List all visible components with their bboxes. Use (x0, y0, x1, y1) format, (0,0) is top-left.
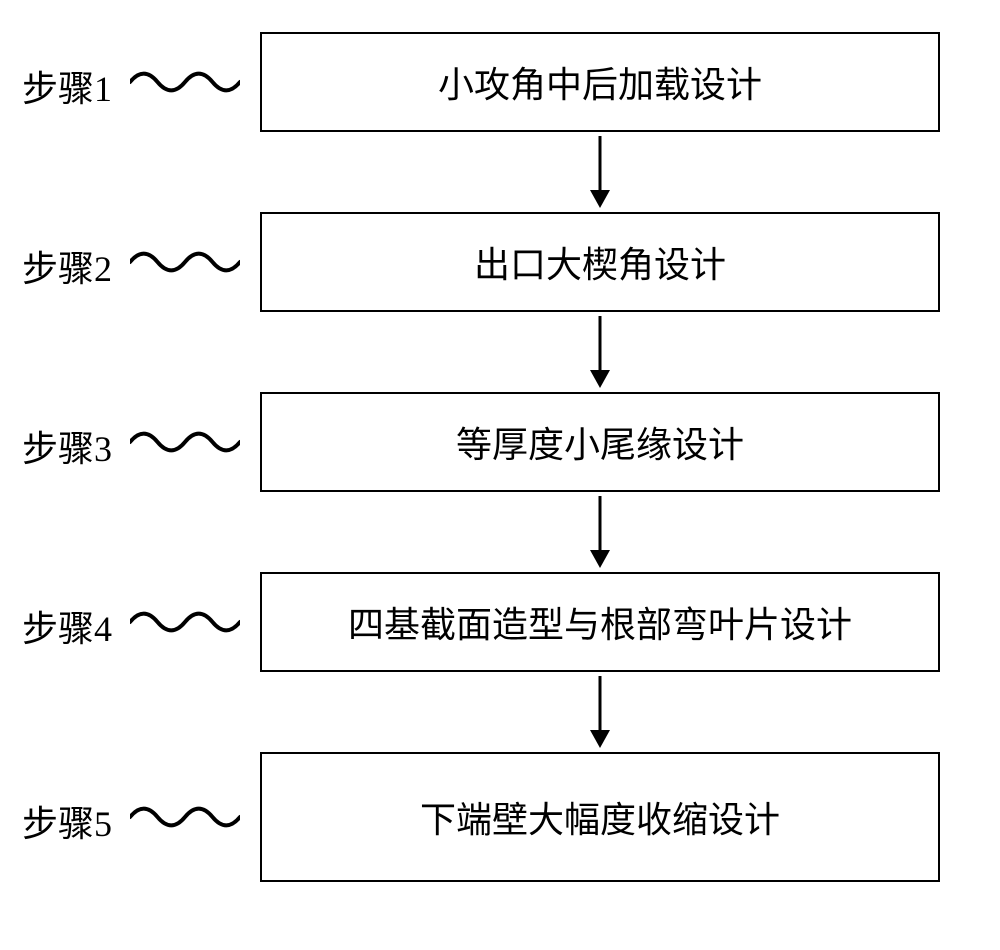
flowchart-canvas: 小攻角中后加载设计 步骤1 出口大楔角设计 步骤2 等厚度小尾缘设计 步骤3 (0, 0, 1000, 950)
step-label: 步骤5 (22, 795, 112, 847)
flow-arrow-down (588, 496, 612, 573)
step-label: 步骤2 (22, 240, 112, 292)
squiggle-connector (130, 240, 240, 289)
squiggle-connector (130, 60, 240, 109)
flow-step-text: 等厚度小尾缘设计 (456, 416, 744, 468)
flow-step-box: 四基截面造型与根部弯叶片设计 (260, 572, 940, 672)
step-label: 步骤4 (22, 600, 112, 652)
flow-step-text: 小攻角中后加载设计 (438, 56, 762, 108)
squiggle-connector (130, 600, 240, 649)
flow-step-box: 下端壁大幅度收缩设计 (260, 752, 940, 882)
flow-step-box: 小攻角中后加载设计 (260, 32, 940, 132)
step-label: 步骤3 (22, 420, 112, 472)
flow-step-box: 出口大楔角设计 (260, 212, 940, 312)
step-label: 步骤1 (22, 60, 112, 112)
flow-step-box: 等厚度小尾缘设计 (260, 392, 940, 492)
flow-arrow-down (588, 136, 612, 213)
flow-arrow-down (588, 316, 612, 393)
flow-step-text: 下端壁大幅度收缩设计 (420, 791, 780, 843)
squiggle-connector (130, 420, 240, 469)
flow-step-text: 出口大楔角设计 (474, 236, 726, 288)
squiggle-connector (130, 795, 240, 844)
flow-arrow-down (588, 676, 612, 753)
flow-step-text: 四基截面造型与根部弯叶片设计 (348, 596, 852, 648)
